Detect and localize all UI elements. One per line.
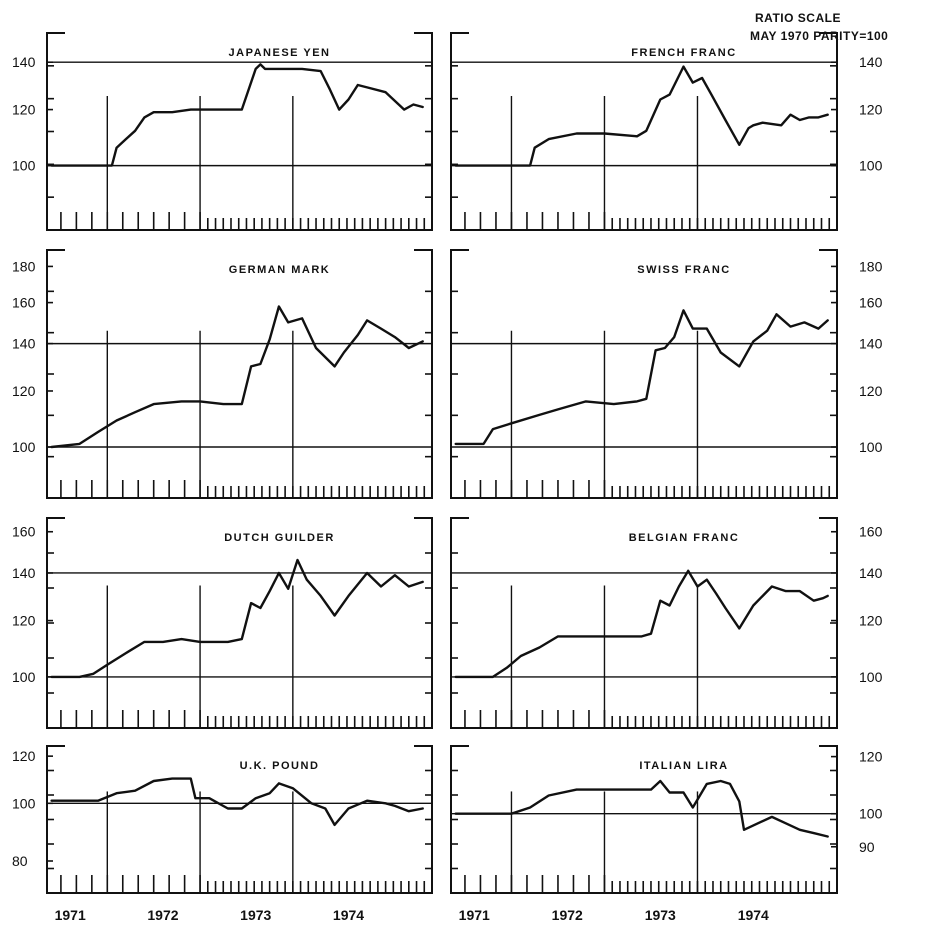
y-tick-label-160: 160 [859, 524, 883, 540]
panel-belgian-franc: 100 120 140 160 BELGIAN FRANC [450, 517, 883, 729]
y-tick-label-120: 120 [12, 613, 36, 629]
year-label-1971: 1971 [459, 907, 490, 923]
y-tick-label-120: 120 [859, 383, 883, 399]
year-label-1973: 1973 [645, 907, 676, 923]
year-label-1974: 1974 [333, 907, 364, 923]
panel-title: FRENCH FRANC [631, 47, 736, 59]
year-label-1972: 1972 [552, 907, 583, 923]
y-tick-label-100: 100 [12, 795, 36, 811]
y-tick-label-140: 140 [12, 336, 36, 352]
panel-dutch-guilder: 100 120 140 160 DUTCH GUILDER [12, 517, 433, 729]
panel-frame [46, 249, 433, 499]
panel-french-franc: 100 120 140 FRENCH FRANC [450, 32, 883, 231]
panel-title: JAPANESE YEN [229, 47, 331, 59]
panel-swiss-franc: 100 120 140 160 180 SWISS FRANC [450, 249, 883, 499]
y-tick-label-120: 120 [859, 102, 883, 118]
y-tick-label-100: 100 [12, 439, 36, 455]
y-tick-label-120: 120 [12, 748, 36, 764]
y-tick-label-160: 160 [12, 524, 36, 540]
y-tick-label-140: 140 [859, 336, 883, 352]
y-tick-label-120: 120 [859, 613, 883, 629]
panel-title: SWISS FRANC [637, 264, 731, 276]
y-tick-label-100: 100 [859, 158, 883, 174]
y-tick-label-180: 180 [12, 258, 36, 274]
y-tick-label-100: 100 [859, 439, 883, 455]
panel-frame [46, 517, 433, 729]
y-tick-label-160: 160 [859, 295, 883, 311]
y-tick-label-100: 100 [12, 669, 36, 685]
panel-italian-lira: 90 100 120 ITALIAN LIRA [450, 745, 883, 894]
scale-note-line1: RATIO SCALE [755, 11, 841, 25]
y-tick-label-140: 140 [859, 565, 883, 581]
series-line [454, 779, 829, 838]
series-line [50, 63, 424, 167]
panel-u-k-pound: 80 100 120 U.K. POUND [12, 745, 433, 894]
y-tick-label-100: 100 [859, 806, 883, 822]
panel-frame [450, 517, 838, 729]
panel-title: U.K. POUND [240, 760, 320, 772]
y-tick-label-100: 100 [859, 669, 883, 685]
year-label-1973: 1973 [240, 907, 271, 923]
y-tick-label-80: 80 [12, 853, 28, 869]
panels-group: 100 120 140 JAPANESE YEN 100 120 140 FRENCH FRA… [12, 32, 883, 894]
series-line [454, 309, 829, 446]
panel-title: ITALIAN LIRA [639, 760, 728, 772]
y-tick-label-90: 90 [859, 839, 875, 855]
y-tick-label-120: 120 [12, 102, 36, 118]
series-line [454, 569, 829, 679]
y-tick-label-140: 140 [859, 54, 883, 70]
panel-japanese-yen: 100 120 140 JAPANESE YEN [12, 32, 433, 231]
series-line [50, 558, 424, 679]
y-tick-label-180: 180 [859, 258, 883, 274]
panel-title: BELGIAN FRANC [629, 532, 740, 544]
series-line [50, 777, 424, 827]
panel-frame [450, 249, 838, 499]
year-label-1974: 1974 [738, 907, 769, 923]
y-tick-label-140: 140 [12, 54, 36, 70]
panel-german-mark: 100 120 140 160 180 GERMAN MARK [12, 249, 433, 499]
year-label-1971: 1971 [55, 907, 86, 923]
series-line [454, 65, 829, 167]
y-tick-label-120: 120 [12, 383, 36, 399]
y-tick-label-100: 100 [12, 158, 36, 174]
year-label-1972: 1972 [147, 907, 178, 923]
y-tick-label-160: 160 [12, 295, 36, 311]
y-tick-label-140: 140 [12, 565, 36, 581]
panel-title: DUTCH GUILDER [224, 532, 335, 544]
y-tick-label-120: 120 [859, 749, 883, 765]
scale-note-line2: MAY 1970 PARITY=100 [750, 29, 888, 43]
series-line [50, 305, 424, 449]
year-labels: 1971 1972 1973 1974 1971 1972 1973 1974 [55, 907, 769, 923]
panel-title: GERMAN MARK [229, 264, 330, 276]
